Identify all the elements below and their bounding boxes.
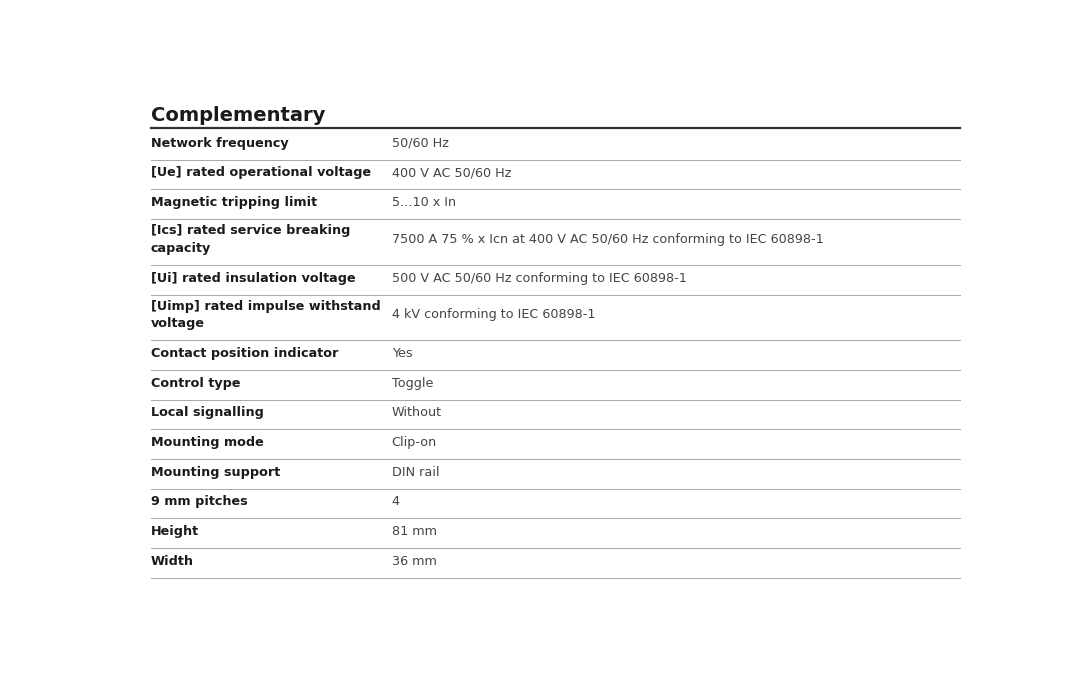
Text: Network frequency: Network frequency: [151, 137, 288, 149]
Text: 9 mm pitches: 9 mm pitches: [151, 496, 247, 508]
Text: Mounting mode: Mounting mode: [151, 436, 263, 449]
Text: DIN rail: DIN rail: [391, 466, 439, 479]
Text: 400 V AC 50/60 Hz: 400 V AC 50/60 Hz: [391, 166, 511, 179]
Text: Mounting support: Mounting support: [151, 466, 280, 479]
Text: 36 mm: 36 mm: [391, 555, 437, 568]
Text: [Ue] rated operational voltage: [Ue] rated operational voltage: [151, 166, 371, 179]
Text: 4: 4: [391, 496, 400, 508]
Text: Contact position indicator: Contact position indicator: [151, 347, 338, 360]
Text: [Ics] rated service breaking
capacity: [Ics] rated service breaking capacity: [151, 224, 350, 255]
Text: Clip-on: Clip-on: [391, 436, 437, 449]
Text: 7500 A 75 % x Icn at 400 V AC 50/60 Hz conforming to IEC 60898-1: 7500 A 75 % x Icn at 400 V AC 50/60 Hz c…: [391, 233, 824, 246]
Text: Yes: Yes: [391, 347, 412, 360]
Text: Width: Width: [151, 555, 194, 568]
Text: Local signalling: Local signalling: [151, 406, 263, 419]
Text: Height: Height: [151, 525, 198, 538]
Text: Toggle: Toggle: [391, 377, 434, 389]
Text: 4 kV conforming to IEC 60898-1: 4 kV conforming to IEC 60898-1: [391, 308, 595, 321]
Text: Complementary: Complementary: [151, 106, 325, 125]
Text: Control type: Control type: [151, 377, 241, 389]
Text: Magnetic tripping limit: Magnetic tripping limit: [151, 196, 317, 209]
Text: 500 V AC 50/60 Hz conforming to IEC 60898-1: 500 V AC 50/60 Hz conforming to IEC 6089…: [391, 272, 686, 285]
Text: 81 mm: 81 mm: [391, 525, 437, 538]
Text: 5...10 x In: 5...10 x In: [391, 196, 456, 209]
Text: [Uimp] rated impulse withstand
voltage: [Uimp] rated impulse withstand voltage: [151, 299, 380, 330]
Text: Without: Without: [391, 406, 442, 419]
Text: [Ui] rated insulation voltage: [Ui] rated insulation voltage: [151, 272, 356, 285]
Text: 50/60 Hz: 50/60 Hz: [391, 137, 449, 149]
